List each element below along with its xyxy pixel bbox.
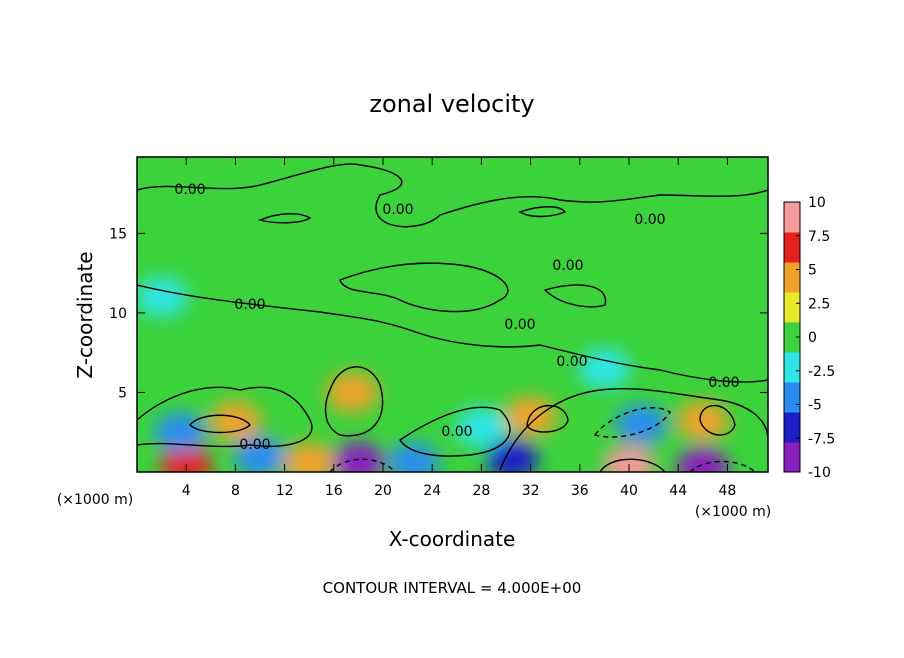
contour-label: 0.00 <box>174 182 205 198</box>
colorbar-tick-label: 7.5 <box>808 229 830 245</box>
colorbar-tick-label: -10 <box>808 465 831 481</box>
chart-title: zonal velocity <box>369 90 534 118</box>
contour <box>137 284 768 383</box>
field-cell <box>615 404 668 445</box>
contours <box>137 163 768 472</box>
contour <box>599 458 666 472</box>
colorbar-swatch <box>784 442 800 473</box>
plot-area: 0.00 0.00 0.00 0.00 0.00 0.00 0.00 0.00 0.00 0.00 <box>137 157 768 472</box>
field-cell <box>160 445 213 472</box>
contour-label: 0.00 <box>708 375 739 391</box>
x-tick-label: 4 <box>182 483 191 499</box>
contour <box>399 406 511 457</box>
contour <box>189 414 251 434</box>
colorbar-tick-label: -7.5 <box>808 431 835 447</box>
x-tick-label: 8 <box>231 483 240 499</box>
contour-label: 0.00 <box>556 354 587 370</box>
field-cell <box>387 442 440 472</box>
field-cell <box>209 401 262 442</box>
x-unit-label: (×1000 m) <box>57 492 133 508</box>
colorbar-tick-label: -2.5 <box>808 364 835 380</box>
x-unit-label: (×1000 m) <box>695 504 771 520</box>
colorbar: 10 7.5 5 2.5 0 -2.5 -5 -7.5 -10 <box>783 195 835 481</box>
y-tick-label: 10 <box>109 306 127 322</box>
contour <box>339 262 509 313</box>
contour-label: 0.00 <box>634 212 665 228</box>
colorbar-swatch <box>784 202 800 233</box>
contour-label: 0.00 <box>382 202 413 218</box>
x-tick-label: 40 <box>620 483 638 499</box>
colorbar-tick-label: 10 <box>808 195 826 211</box>
colorbar-tick-label: 0 <box>808 330 817 346</box>
contour <box>137 163 768 228</box>
contour <box>593 407 671 438</box>
contour <box>543 284 607 308</box>
field <box>137 181 729 472</box>
field-cell <box>332 442 385 472</box>
x-tick-label: 44 <box>669 483 687 499</box>
field-cell <box>154 412 207 453</box>
contour <box>324 366 384 437</box>
contour <box>699 404 736 436</box>
plot-frame <box>136 156 769 473</box>
x-tick-label: 36 <box>571 483 589 499</box>
contour <box>137 386 313 448</box>
x-axis-label: X-coordinate <box>389 527 516 551</box>
contour <box>518 206 567 218</box>
x-tick-label: 20 <box>374 483 392 499</box>
field-cell <box>676 401 729 442</box>
colorbar-swatch <box>784 232 800 263</box>
colorbar-tick-label: -5 <box>808 398 822 414</box>
contour <box>257 213 312 224</box>
y-tick-label: 5 <box>118 385 127 401</box>
colorbar-tick-label: 2.5 <box>808 296 830 312</box>
contour-label: 0.00 <box>234 297 265 313</box>
field-cell <box>326 372 379 413</box>
field-cell <box>676 447 729 472</box>
colorbar-swatch <box>784 412 800 443</box>
contour-label: 0.00 <box>552 258 583 274</box>
colorbar-swatch <box>784 352 800 383</box>
x-tick-label: 24 <box>423 483 441 499</box>
x-tick-label: 32 <box>522 483 540 499</box>
contour-label: 0.00 <box>504 317 535 333</box>
x-tick-label: 12 <box>276 483 294 499</box>
footnote: CONTOUR INTERVAL = 4.000E+00 <box>323 579 582 597</box>
field-cell <box>455 407 508 448</box>
colorbar-swatch <box>784 322 800 353</box>
contour <box>329 458 396 472</box>
x-tick-label: 28 <box>472 483 490 499</box>
y-axis-label: Z-coordinate <box>73 251 97 378</box>
contour <box>689 460 756 472</box>
colorbar-swatch <box>784 382 800 413</box>
contour-label: 0.00 <box>441 424 472 440</box>
field-cell <box>283 442 336 472</box>
contour-labels: 0.00 0.00 0.00 0.00 0.00 0.00 0.00 0.00 0.00 0.00 <box>174 182 739 453</box>
y-tick-label: 15 <box>109 226 127 242</box>
colorbar-swatch <box>784 292 800 323</box>
field-cell <box>486 439 539 472</box>
contour <box>526 404 569 433</box>
field-cell <box>578 348 631 389</box>
colorbar-swatch <box>784 262 800 293</box>
colorbar-tick-label: 5 <box>808 263 817 279</box>
field-cell <box>504 396 557 437</box>
x-tick-label: 16 <box>325 483 343 499</box>
contour-label: 0.00 <box>239 437 270 453</box>
field-cell <box>137 277 188 317</box>
field-cell <box>430 181 483 222</box>
contour <box>499 387 768 471</box>
x-tick-label: 48 <box>718 483 736 499</box>
